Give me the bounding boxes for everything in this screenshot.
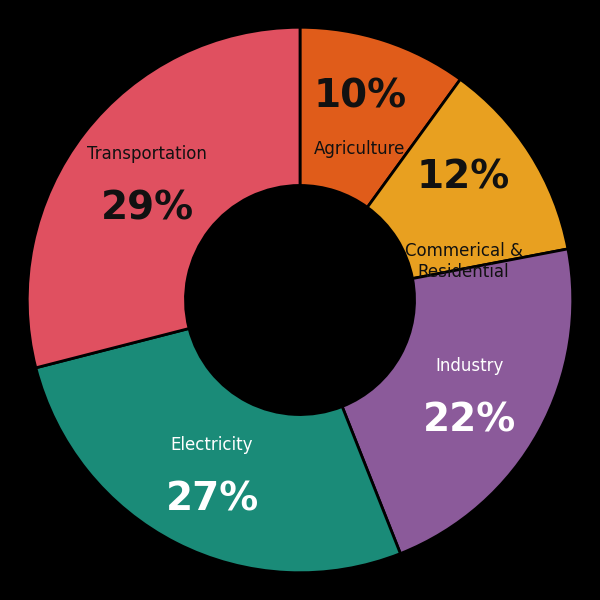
Text: 27%: 27%: [166, 481, 259, 519]
Wedge shape: [36, 328, 400, 573]
Text: Industry: Industry: [436, 357, 504, 375]
Text: 29%: 29%: [100, 190, 194, 227]
Text: 22%: 22%: [423, 401, 517, 440]
Text: Electricity: Electricity: [171, 436, 253, 454]
Text: Commerical &
Residential: Commerical & Residential: [404, 242, 523, 281]
Wedge shape: [367, 79, 568, 278]
Text: 10%: 10%: [313, 78, 406, 116]
Wedge shape: [300, 27, 460, 208]
Text: Transportation: Transportation: [87, 145, 207, 163]
Text: 12%: 12%: [417, 158, 510, 196]
Wedge shape: [342, 249, 573, 554]
Text: Agriculture: Agriculture: [314, 140, 406, 158]
Wedge shape: [27, 27, 300, 368]
